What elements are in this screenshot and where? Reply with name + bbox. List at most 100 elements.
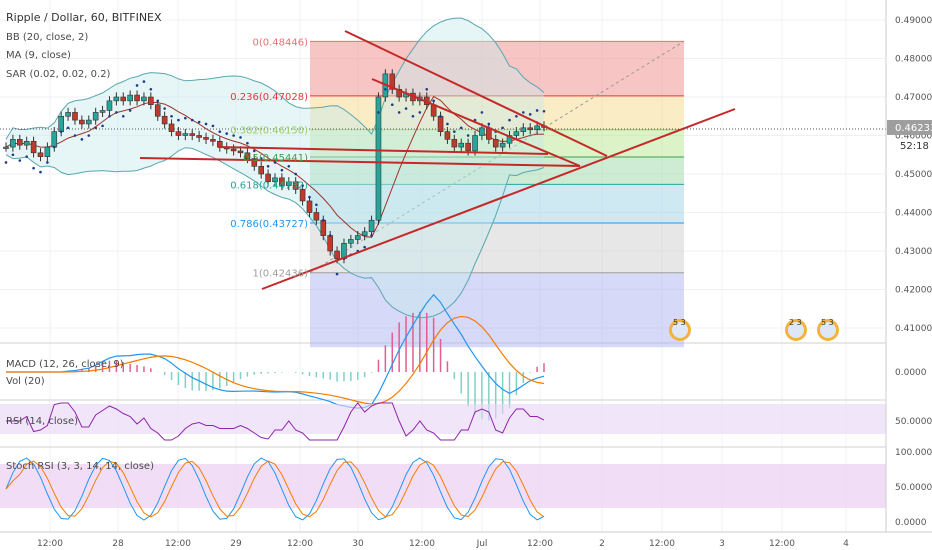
- candle-body: [251, 158, 258, 167]
- candle-body: [37, 152, 44, 157]
- time-axis-tick: Jul: [476, 539, 488, 549]
- sar-dot: [425, 88, 429, 91]
- stoch-rsi-label: Stoch RSI (3, 3, 14, 14, close): [6, 461, 154, 472]
- candle-body: [299, 189, 306, 202]
- time-axis[interactable]: 12:00 28 12:00 29 12:00 30 12:00 Jul 12:00 2 12:00…: [37, 539, 849, 549]
- candle-body: [182, 133, 189, 136]
- candle-countdown: 52:18: [900, 141, 929, 152]
- rsi-line: [6, 402, 545, 441]
- sar-dot: [480, 111, 484, 114]
- sar-dot: [411, 114, 415, 118]
- candle-body: [306, 200, 313, 213]
- stoch-d-line: [5, 460, 545, 518]
- sar-dot: [418, 111, 422, 114]
- candle-body: [368, 219, 375, 233]
- fib-zone: [310, 41, 684, 96]
- candle-body: [203, 137, 209, 140]
- sar-dot: [446, 122, 449, 126]
- sar-dot: [487, 122, 491, 126]
- price-axis-tick: 0.49000: [895, 16, 932, 26]
- fib-zone: [310, 272, 684, 348]
- sar-dot: [501, 126, 504, 130]
- candle-body: [389, 73, 396, 90]
- rsi-band: [0, 404, 886, 434]
- sar-dot: [280, 168, 284, 172]
- fib-level-label: 0.382(0.46150): [230, 126, 308, 137]
- price-axis-tick: 0.47000: [895, 93, 932, 103]
- sar-dot: [397, 111, 401, 114]
- sar-dot: [101, 124, 104, 128]
- fib-level-label: 0.618(0.44732): [230, 180, 308, 191]
- candle-body: [210, 139, 216, 142]
- sar-dot: [225, 132, 229, 135]
- macd-line: [6, 293, 545, 409]
- time-axis-tick: 30: [352, 539, 364, 549]
- candle-body: [168, 123, 175, 132]
- candle-body: [30, 140, 37, 154]
- rsi-label: RSI (14, close): [6, 416, 78, 427]
- price-axis-tick: 0.42000: [895, 286, 932, 296]
- sar-dot: [315, 203, 318, 207]
- candle-body: [113, 96, 120, 102]
- sar-dot: [273, 161, 277, 164]
- price-axis-tick: 0.45000: [895, 170, 932, 180]
- sar-dot: [163, 107, 166, 110]
- candle-body: [196, 135, 202, 138]
- time-axis-tick: 2: [599, 539, 605, 549]
- candle-body: [285, 181, 292, 186]
- sar-dot: [87, 134, 91, 137]
- event-badge-2[interactable]: 2 3: [785, 318, 807, 341]
- candle-body: [354, 235, 361, 240]
- sar-dot: [404, 107, 408, 110]
- candle-body: [154, 104, 161, 117]
- sar-dot: [301, 184, 304, 187]
- sar-dot: [535, 109, 539, 112]
- sar-dot: [80, 138, 84, 141]
- current-price-value: 0.46233: [895, 123, 932, 134]
- sar-dot: [459, 126, 463, 130]
- sar-dot: [121, 114, 125, 118]
- candle-body: [23, 140, 30, 146]
- sar-dot: [4, 161, 8, 164]
- event-badge-1[interactable]: 5 3: [669, 318, 691, 341]
- time-axis-tick: 12:00: [165, 539, 191, 549]
- time-axis-tick: 12:00: [769, 539, 795, 549]
- time-axis-tick: 29: [230, 539, 242, 549]
- sar-dot: [73, 134, 77, 137]
- candle-body: [99, 110, 106, 113]
- candle-body: [444, 131, 451, 140]
- sar-dot: [128, 109, 132, 112]
- stoch-rsi-panel: [0, 457, 886, 521]
- price-axis-tick: 0.41000: [895, 324, 932, 334]
- trendline-horizontal-upper: [217, 146, 549, 155]
- price-axis[interactable]: 0.49000 0.48000 0.47000 0.46000 0.45000 0.440…: [895, 16, 932, 334]
- indicator-ma-label: MA (9, close): [6, 50, 71, 61]
- sar-dot: [218, 130, 222, 133]
- sar-dot: [239, 136, 242, 139]
- event-badge-text: 2 3: [789, 318, 802, 327]
- event-badge-3[interactable]: 5 3: [817, 318, 839, 341]
- sar-dot: [39, 170, 42, 174]
- candle-body: [16, 139, 23, 146]
- sar-dot: [52, 145, 56, 149]
- candle-body: [479, 127, 485, 136]
- sar-dot: [184, 116, 187, 120]
- time-axis-tick: 28: [112, 539, 124, 549]
- candle-body: [85, 119, 92, 125]
- candle-body: [79, 119, 85, 125]
- event-badge-text: 5 3: [821, 318, 834, 327]
- time-axis-tick: 12:00: [37, 539, 63, 549]
- sar-dot: [156, 99, 160, 103]
- sar-dot: [266, 165, 270, 168]
- candle-body: [148, 96, 154, 105]
- candle-body: [230, 148, 237, 152]
- bollinger-lower-band: [5, 147, 545, 319]
- fib-diagonal: [309, 40, 685, 274]
- trendline-resistance: [344, 30, 608, 157]
- sar-dot: [204, 122, 208, 126]
- candle-body: [534, 125, 540, 131]
- sar-dot: [11, 153, 15, 157]
- bollinger-band-fill: [6, 18, 544, 318]
- sar-dot: [384, 88, 387, 91]
